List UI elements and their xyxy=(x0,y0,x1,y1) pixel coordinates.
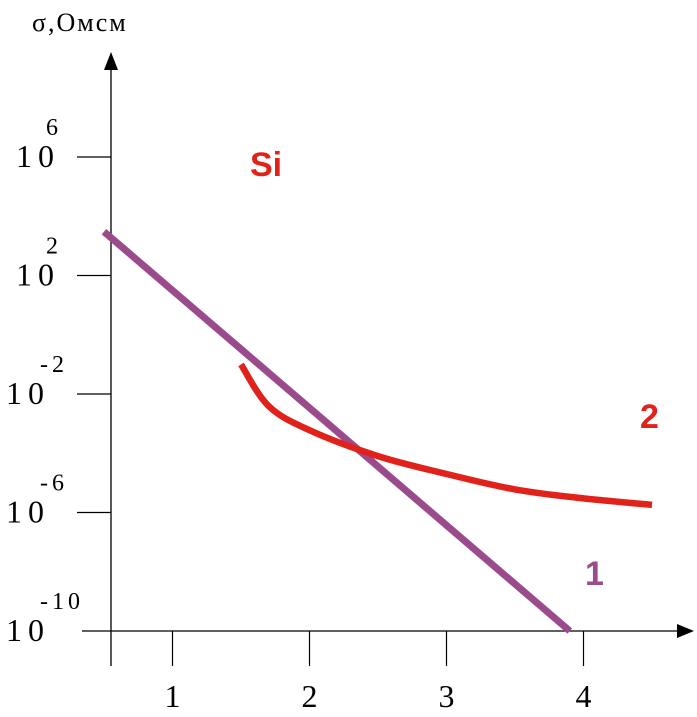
y-tick-label-base: 10 xyxy=(6,612,50,648)
x-tick-label: 4 xyxy=(576,678,592,714)
x-tick-label: 3 xyxy=(439,678,455,714)
series-label-1: 1 xyxy=(585,555,604,593)
y-tick-label-exponent: 2 xyxy=(46,234,62,260)
x-ticks: 1 2 3 4 xyxy=(165,631,592,714)
series-label-2: 2 xyxy=(640,398,659,436)
y-tick-label-exponent: -2 xyxy=(40,352,68,378)
series-labels: 12 xyxy=(585,398,659,593)
y-axis-arrow xyxy=(104,52,118,70)
x-tick-label: 1 xyxy=(165,678,181,714)
x-tick-label: 2 xyxy=(302,678,318,714)
y-tick-label-exponent: -6 xyxy=(40,471,68,497)
y-tick-label-base: 10 xyxy=(16,257,60,293)
y-axis-label: σ,Омсм xyxy=(32,8,128,37)
y-tick-label-base: 10 xyxy=(16,138,60,174)
series-line-1 xyxy=(101,229,573,634)
y-axis-label-text: σ,Омсм xyxy=(32,8,128,37)
y-tick-label-base: 10 xyxy=(6,375,50,411)
y-tick-label-exponent: 6 xyxy=(46,115,62,141)
x-axis-arrow xyxy=(677,624,694,638)
axes xyxy=(82,52,694,666)
series-line-2 xyxy=(238,362,653,509)
si-annotation: Si xyxy=(250,146,282,184)
y-tick-label-base: 10 xyxy=(6,494,50,530)
y-tick-label-exponent: -10 xyxy=(40,589,84,615)
series-group xyxy=(101,229,653,634)
